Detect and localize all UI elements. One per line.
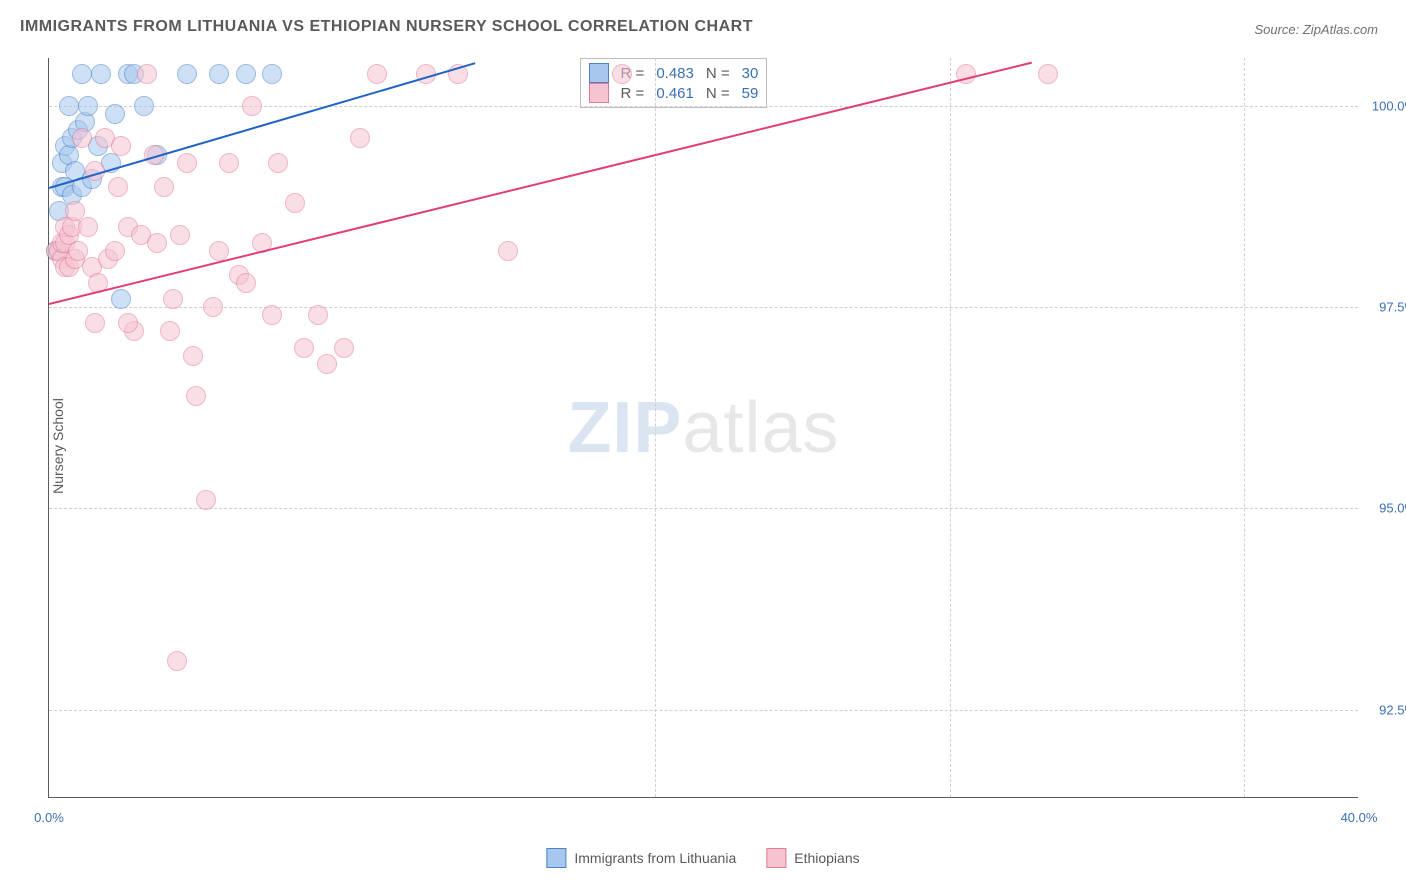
data-point — [91, 64, 111, 84]
data-point — [268, 153, 288, 173]
data-point — [85, 313, 105, 333]
data-point — [170, 225, 190, 245]
data-point — [163, 289, 183, 309]
data-point — [209, 64, 229, 84]
data-point — [262, 305, 282, 325]
data-point — [72, 128, 92, 148]
data-point — [147, 233, 167, 253]
data-point — [498, 241, 518, 261]
data-point — [111, 289, 131, 309]
source-label: Source: ZipAtlas.com — [1254, 22, 1378, 37]
data-point — [118, 313, 138, 333]
data-point — [59, 96, 79, 116]
data-point — [108, 177, 128, 197]
chart-title: IMMIGRANTS FROM LITHUANIA VS ETHIOPIAN N… — [20, 18, 753, 36]
legend-label: Ethiopians — [794, 850, 859, 866]
data-point — [612, 64, 632, 84]
data-point — [177, 64, 197, 84]
data-point — [186, 386, 206, 406]
n-value: 59 — [742, 85, 759, 102]
data-point — [177, 153, 197, 173]
x-tick-label: 0.0% — [34, 810, 64, 825]
data-point — [154, 177, 174, 197]
y-tick-label: 97.5% — [1366, 300, 1406, 315]
data-point — [209, 241, 229, 261]
data-point — [167, 651, 187, 671]
watermark-zip: ZIP — [567, 388, 682, 468]
data-point — [294, 338, 314, 358]
legend-swatch — [766, 848, 786, 868]
legend-swatch — [546, 848, 566, 868]
data-point — [262, 64, 282, 84]
data-point — [134, 96, 154, 116]
data-point — [236, 273, 256, 293]
data-point — [219, 153, 239, 173]
n-value: 30 — [742, 65, 759, 82]
data-point — [78, 96, 98, 116]
n-label: N = — [706, 65, 730, 82]
data-point — [367, 64, 387, 84]
gridline-h — [49, 307, 1358, 308]
data-point — [308, 305, 328, 325]
data-point — [111, 136, 131, 156]
data-point — [137, 64, 157, 84]
legend-label: Immigrants from Lithuania — [574, 850, 736, 866]
x-tick-label: 40.0% — [1341, 810, 1378, 825]
data-point — [350, 128, 370, 148]
data-point — [203, 297, 223, 317]
gridline-v — [1244, 58, 1245, 797]
y-tick-label: 100.0% — [1366, 99, 1406, 114]
gridline-h — [49, 710, 1358, 711]
data-point — [78, 217, 98, 237]
data-point — [105, 104, 125, 124]
n-label: N = — [706, 85, 730, 102]
gridline-h — [49, 508, 1358, 509]
data-point — [105, 241, 125, 261]
watermark-atlas: atlas — [682, 388, 839, 468]
trend-line — [49, 62, 1032, 305]
stats-legend-box: R = 0.483 N = 30R = 0.461 N = 59 — [580, 58, 768, 108]
data-point — [1038, 64, 1058, 84]
data-point — [236, 64, 256, 84]
watermark: ZIPatlas — [567, 387, 839, 469]
y-tick-label: 95.0% — [1366, 501, 1406, 516]
stats-row: R = 0.461 N = 59 — [589, 83, 759, 103]
r-value: 0.483 — [656, 65, 694, 82]
gridline-v — [655, 58, 656, 797]
data-point — [317, 354, 337, 374]
legend-item: Ethiopians — [766, 848, 859, 868]
data-point — [196, 490, 216, 510]
data-point — [183, 346, 203, 366]
gridline-v — [950, 58, 951, 797]
plot-area: ZIPatlas R =0.483N =30R =0.461N =59 92.5… — [48, 58, 1358, 798]
r-label: R = — [621, 85, 645, 102]
legend-swatch — [589, 63, 609, 83]
data-point — [72, 64, 92, 84]
data-point — [160, 321, 180, 341]
r-value: 0.461 — [656, 85, 694, 102]
data-point — [242, 96, 262, 116]
data-point — [334, 338, 354, 358]
trend-line — [49, 62, 475, 189]
legend-item: Immigrants from Lithuania — [546, 848, 736, 868]
data-point — [285, 193, 305, 213]
footer-legend: Immigrants from Lithuania Ethiopians — [546, 848, 859, 868]
y-tick-label: 92.5% — [1366, 702, 1406, 717]
legend-swatch — [589, 83, 609, 103]
